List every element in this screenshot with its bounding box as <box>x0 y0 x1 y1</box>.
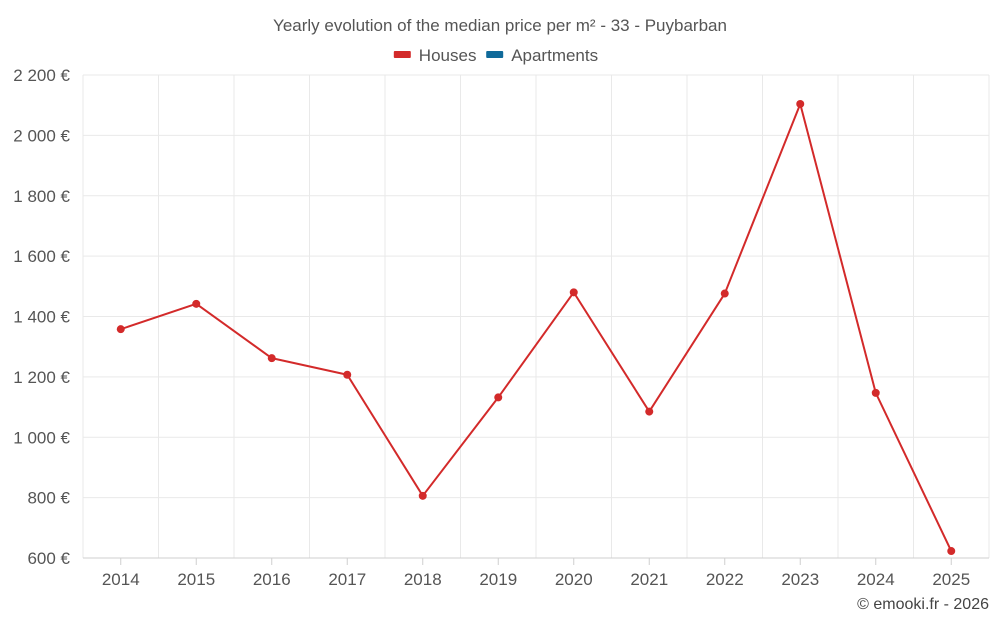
data-point-houses[interactable] <box>947 547 956 556</box>
x-tick-label: 2023 <box>781 570 819 589</box>
x-tick-label: 2017 <box>328 570 366 589</box>
x-tick-label: 2024 <box>857 570 895 589</box>
data-point-houses[interactable] <box>116 325 125 334</box>
data-point-houses[interactable] <box>720 289 729 298</box>
x-tick-label: 2021 <box>630 570 668 589</box>
y-tick-label: 1 400 € <box>13 308 70 327</box>
chart-title: Yearly evolution of the median price per… <box>273 16 727 35</box>
data-point-houses[interactable] <box>871 388 880 397</box>
x-tick-label: 2016 <box>253 570 291 589</box>
y-tick-label: 2 200 € <box>13 66 70 85</box>
x-tick-label: 2015 <box>177 570 215 589</box>
y-tick-label: 1 600 € <box>13 247 70 266</box>
data-point-houses[interactable] <box>192 299 201 308</box>
credit-text: © emooki.fr - 2026 <box>857 596 989 613</box>
data-point-houses[interactable] <box>796 99 805 108</box>
series-layer <box>116 99 956 556</box>
x-tick-label: 2014 <box>102 570 140 589</box>
y-tick-label: 1 200 € <box>13 368 70 387</box>
x-tick-label: 2022 <box>706 570 744 589</box>
legend-swatch-apartments <box>486 51 504 58</box>
x-tick-label: 2018 <box>404 570 442 589</box>
y-axis: 600 € 800 € 1 000 € 1 200 € 1 400 € 1 600 € 1 … <box>13 66 70 568</box>
legend-label-houses[interactable]: Houses <box>419 46 477 65</box>
x-tick-label: 2025 <box>932 570 970 589</box>
y-tick-label: 600 € <box>27 549 70 568</box>
legend-swatch-houses <box>393 51 411 58</box>
data-point-houses[interactable] <box>267 354 276 363</box>
legend: Houses Apartments <box>393 46 598 65</box>
y-tick-label: 1 000 € <box>13 428 70 447</box>
y-tick-label: 2 000 € <box>13 126 70 145</box>
x-axis: 2014 2015 2016 2017 2018 2019 2020 2021 2022 2023… <box>83 557 989 589</box>
series-line-houses <box>120 102 953 552</box>
data-point-houses[interactable] <box>569 288 578 297</box>
gridlines <box>82 74 990 558</box>
legend-label-apartments[interactable]: Apartments <box>511 46 598 65</box>
data-point-houses[interactable] <box>343 370 352 379</box>
data-point-houses[interactable] <box>418 491 427 500</box>
data-point-houses[interactable] <box>494 393 503 402</box>
x-tick-label: 2019 <box>479 570 517 589</box>
y-tick-label: 1 800 € <box>13 187 70 206</box>
x-tick-label: 2020 <box>555 570 593 589</box>
data-point-houses[interactable] <box>645 407 654 416</box>
y-tick-label: 800 € <box>27 489 70 508</box>
